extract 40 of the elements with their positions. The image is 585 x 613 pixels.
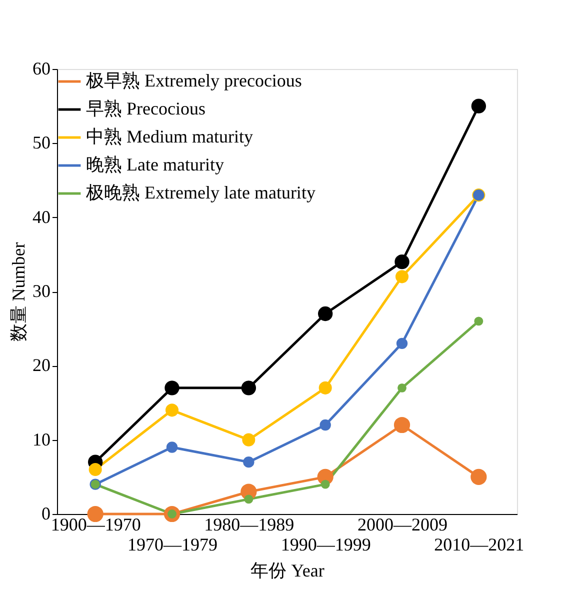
- y-axis-title: 数量 Number: [8, 242, 28, 342]
- x-tick-label: 2010—2021: [434, 534, 524, 554]
- x-tick-label: 2000—2009: [358, 514, 448, 534]
- point: [394, 416, 410, 434]
- y-tick-label: 0: [42, 504, 50, 524]
- point: [165, 404, 179, 417]
- y-tick-label: 60: [32, 58, 50, 78]
- x-axis-title: 年份 Year: [250, 560, 324, 580]
- legend-label: 极早熟 Extremely precocious: [85, 70, 302, 90]
- legend-label: 晚熟 Late maturity: [86, 154, 224, 174]
- point: [470, 468, 487, 485]
- x-tick-label: 1900—1970: [50, 514, 141, 534]
- y-tick-label: 10: [32, 429, 50, 450]
- point: [394, 254, 410, 270]
- point: [474, 316, 484, 326]
- point: [320, 480, 330, 489]
- y-tick-label: 20: [32, 355, 50, 376]
- legend-label: 中熟 Medium maturity: [86, 126, 253, 146]
- point: [242, 433, 256, 446]
- point: [88, 462, 102, 476]
- x-tick-label: 1980—1989: [204, 514, 294, 534]
- point: [320, 419, 331, 431]
- point: [164, 380, 180, 396]
- y-tick-label: 40: [32, 206, 50, 227]
- point: [241, 380, 256, 396]
- point: [396, 338, 408, 349]
- point: [166, 442, 178, 453]
- legend-label: 早熟 Precocious: [86, 98, 206, 118]
- x-tick-label: 1970—1979: [128, 534, 218, 554]
- point: [398, 383, 406, 392]
- point: [243, 456, 254, 468]
- y-tick-label: 30: [32, 281, 50, 301]
- legend-label: 极晚熟 Extremely late maturity: [85, 182, 316, 202]
- point: [471, 98, 486, 114]
- point: [395, 270, 409, 284]
- point: [318, 381, 332, 394]
- point: [318, 306, 333, 322]
- x-tick-label: 1990—1999: [280, 534, 371, 554]
- y-tick-label: 50: [32, 132, 50, 153]
- point: [244, 494, 254, 504]
